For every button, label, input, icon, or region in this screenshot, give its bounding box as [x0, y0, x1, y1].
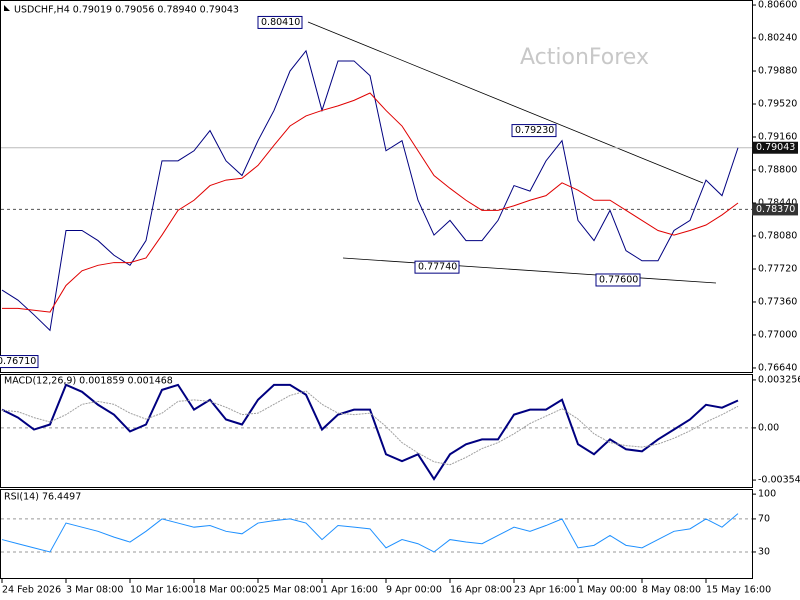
y-tick-label: 0.79160 — [758, 132, 797, 143]
x-tick-label: 1 May 00:00 — [578, 585, 637, 596]
annotation-label: 0.80410 — [261, 17, 300, 28]
annotation-label: 0.77600 — [599, 274, 638, 285]
x-tick-label: 18 Mar 00:00 — [194, 585, 257, 596]
x-tick-label: 23 Apr 16:00 — [514, 585, 576, 596]
menu-icon — [4, 5, 10, 11]
y-tick-label: 0.77720 — [758, 263, 797, 274]
y-tick-label: 0.76640 — [758, 362, 797, 373]
rsi-title: RSI(14) 76.4497 — [4, 492, 81, 503]
y-tick-label: 0.78080 — [758, 230, 797, 241]
x-tick-label: 16 Apr 08:00 — [450, 585, 512, 596]
x-tick-label: 10 Mar 16:00 — [130, 585, 193, 596]
x-tick-label: 25 Mar 08:00 — [258, 585, 321, 596]
price-frame — [0, 0, 753, 373]
price-title: USDCHF,H4 0.79019 0.79056 0.78940 0.7904… — [14, 5, 239, 16]
y-tick-label: 0.78440 — [758, 197, 797, 208]
y-tick-label: 0.79880 — [758, 66, 797, 77]
y-tick-label: 0.00 — [758, 422, 779, 433]
support-trendline — [342, 257, 717, 284]
x-tick-label: 9 Apr 00:00 — [386, 585, 442, 596]
y-tick-label: 0.003256 — [758, 374, 800, 385]
y-tick-label: 70 — [758, 513, 770, 524]
x-tick-label: 8 May 08:00 — [642, 585, 701, 596]
annotation-box — [414, 260, 460, 274]
series-line — [1, 383, 739, 481]
y-tick-label: 0.80240 — [758, 33, 797, 44]
y-tick-label: 0.78800 — [758, 165, 797, 176]
watermark: ActionForex — [520, 45, 649, 70]
x-tick-label: 15 May 16:00 — [706, 585, 771, 596]
series-line — [1, 49, 739, 332]
series-line — [1, 513, 739, 553]
annotation-box — [257, 15, 303, 29]
y-tick-label: 100 — [758, 489, 776, 500]
x-tick-label: 3 Mar 08:00 — [66, 585, 123, 596]
resistance-trendline — [307, 21, 704, 184]
annotation-box — [511, 124, 557, 138]
y-tick-label: 0.80600 — [758, 0, 797, 11]
annotation-label: 0.79230 — [515, 125, 554, 136]
level-label: 0.78370 — [756, 204, 795, 215]
annotation-label: 0.77740 — [418, 262, 457, 273]
y-tick-label: 30 — [758, 546, 770, 557]
x-tick-label: 24 Feb 2026 — [2, 585, 61, 596]
current-price-label: 0.79043 — [756, 142, 795, 153]
annotation-box — [595, 273, 641, 287]
current-price-box — [752, 141, 798, 154]
y-tick-label: 0.79520 — [758, 99, 797, 110]
annotation-box — [0, 355, 39, 369]
y-tick-label: 0.77000 — [758, 329, 797, 340]
x-tick-label: 1 Apr 16:00 — [322, 585, 378, 596]
level-box — [752, 203, 798, 216]
series-line — [1, 390, 739, 466]
macd-title: MACD(12,26,9) 0.001859 0.001468 — [4, 376, 173, 387]
y-tick-label: -0.00354 — [758, 475, 800, 486]
series-line — [2, 92, 739, 313]
macd-frame — [0, 374, 753, 488]
annotation-label: 0.76710 — [0, 356, 36, 367]
rsi-frame — [0, 489, 753, 579]
y-tick-label: 0.77360 — [758, 296, 797, 307]
